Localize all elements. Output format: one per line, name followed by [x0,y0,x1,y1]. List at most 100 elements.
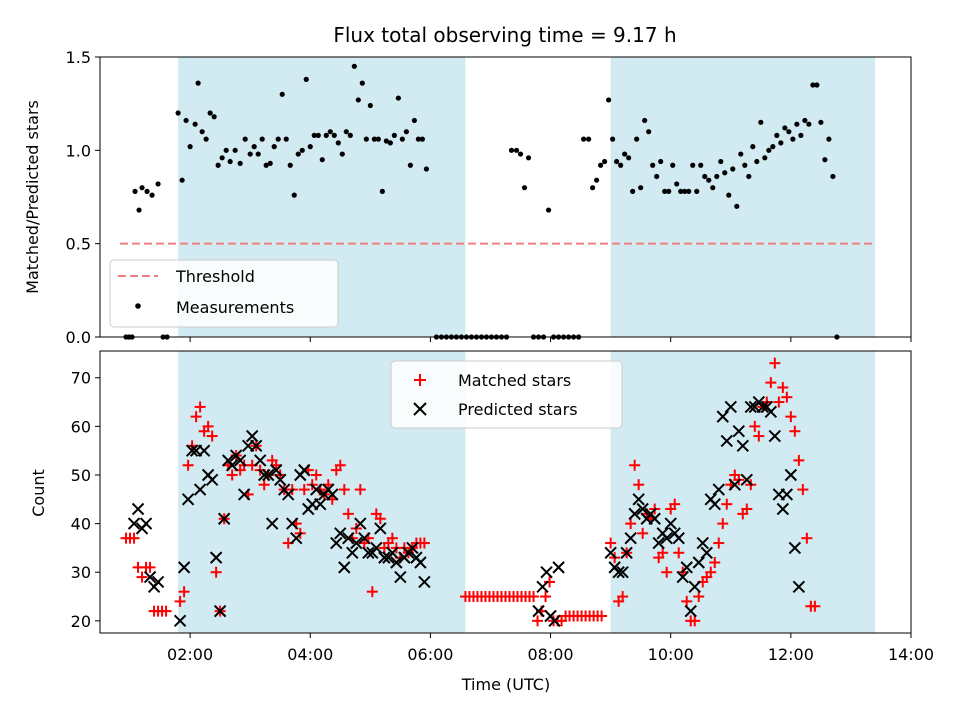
measurement-point [211,114,217,120]
predicted-star-marker [540,566,553,579]
matched-star-marker [178,586,190,598]
y-tick-label: 60 [71,417,91,436]
measurement-point [195,80,201,86]
matched-star-marker [785,411,797,423]
predicted-star-marker [266,517,279,530]
measurement-point [590,185,596,191]
predicted-star-marker [213,604,227,618]
measurement-point [674,181,680,187]
predicted-star-marker [764,405,778,418]
matched-star-marker [540,591,552,603]
matched-star-marker [741,503,753,515]
matched-star-marker [136,571,148,583]
predicted-star-marker [548,614,561,628]
measurement-point [391,132,397,138]
measurement-point [778,140,784,146]
y-tick-label: 50 [71,466,91,485]
predicted-star-marker [680,561,693,574]
predicted-star-marker [330,536,343,550]
measurement-point [275,136,281,142]
predicted-star-marker [217,512,231,525]
predicted-star-marker [780,488,794,501]
predicted-star-marker [532,604,545,618]
matched-star-marker [661,566,673,578]
matched-star-marker [544,576,556,588]
matched-star-marker [174,595,186,607]
matched-star-marker [753,430,765,442]
measurement-point [242,136,248,142]
measurement-point [132,188,138,194]
predicted-star-marker [688,580,701,594]
measurement-point [718,158,724,165]
predicted-star-marker [326,488,339,501]
top-y-axis-label: Matched/Predicted stars [23,100,42,294]
measurement-point [179,177,185,183]
measurement-point [183,117,189,124]
measurement-point [521,185,528,191]
measurement-point [219,155,225,161]
top-y-axis-ticks: 0.0 0.5 1.0 1.5 [66,48,100,347]
matched-star-marker [338,484,350,496]
predicted-star-marker [233,454,247,467]
measurement-point [203,136,209,142]
measurement-point [283,136,289,142]
measurement-point [291,192,297,198]
measurement-point [323,132,329,138]
predicted-star-marker [676,570,689,584]
predicted-star-marker [616,566,629,579]
predicted-star-marker [684,604,697,618]
measurement-point [267,160,273,166]
predicted-star-marker [604,546,617,559]
measurement-point [395,95,401,101]
predicted-star-marker [712,483,725,496]
measurement-point [626,155,632,161]
measurement-point [375,136,381,142]
matched-star-marker [781,391,793,403]
predicted-star-marker [620,546,633,559]
measurement-point [678,188,684,194]
predicted-star-marker [744,400,758,414]
predicted-star-marker [181,493,195,506]
x-tick-label: 10:00 [648,645,694,664]
predicted-star-marker [728,478,741,491]
measurement-point [722,170,728,176]
bottom-axes-frame [99,350,912,634]
measurement-point [710,185,716,191]
x-tick-label: 08:00 [528,645,574,664]
matched-star-marker [605,537,617,549]
predicted-star-marker [139,517,153,530]
measurement-point [307,144,313,150]
measurement-point [774,132,780,138]
measurement-point [271,144,277,150]
predicted-star-marker [354,517,367,530]
matched-star-marker [354,484,366,496]
predicted-star-marker [636,502,649,516]
bottom-legend-box [390,360,623,429]
matched-star-marker [596,610,608,622]
measurement-point [255,151,261,157]
measurement-point [702,173,708,180]
y-tick-label: 20 [71,612,91,631]
measurement-point [638,185,644,191]
measurement-point [223,147,229,153]
measurement-point [232,147,238,153]
measurement-point [826,136,832,142]
bottom-shaded-regions [178,351,875,633]
bottom-legend: Matched stars Predicted stars [390,360,623,429]
measurement-point [247,151,253,157]
measurement-point [714,173,720,180]
measurement-point [662,188,668,194]
measurement-point [790,136,796,142]
predicted-star-marker [418,575,431,589]
measurement-point [355,97,361,103]
top-shaded-regions [178,57,875,337]
measurement-point [419,136,425,142]
measurement-point [598,162,604,168]
bottom-x-axis-ticks: 02:00 04:00 06:00 08:00 10:00 12:00 14:00 [167,633,934,664]
matched-star-marker [310,469,322,481]
measurement-point [279,91,285,97]
predicted-star-marker [652,536,665,550]
predicted-star-marker [632,493,645,506]
matched-star-marker [769,357,781,369]
measurement-point [517,151,524,157]
